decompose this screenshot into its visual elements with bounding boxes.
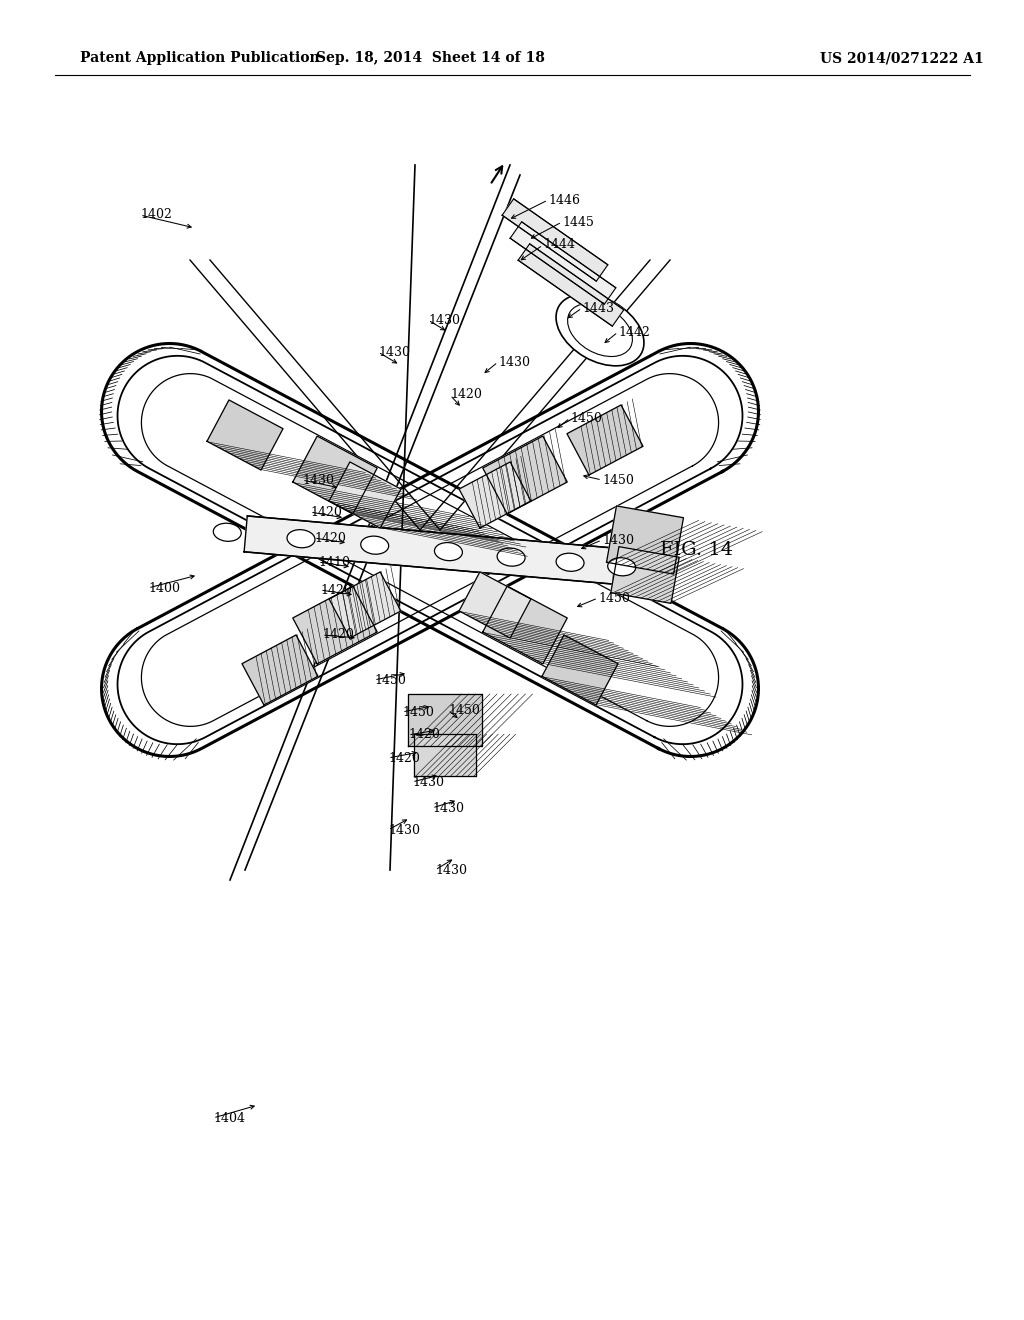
Text: FIG. 14: FIG. 14 [660, 541, 733, 558]
Text: 1430: 1430 [498, 355, 530, 368]
Text: 1420: 1420 [319, 583, 352, 597]
Text: 1430: 1430 [432, 801, 464, 814]
Polygon shape [567, 405, 643, 475]
Text: 1446: 1446 [548, 194, 580, 206]
Text: 1430: 1430 [602, 533, 634, 546]
Text: 1450: 1450 [570, 412, 602, 425]
Text: 1430: 1430 [428, 314, 460, 326]
Text: 1442: 1442 [618, 326, 650, 338]
Text: 1450: 1450 [598, 591, 630, 605]
Ellipse shape [567, 304, 633, 356]
Polygon shape [244, 516, 615, 583]
Text: 1420: 1420 [322, 628, 354, 642]
Text: US 2014/0271222 A1: US 2014/0271222 A1 [820, 51, 984, 65]
Text: 1445: 1445 [562, 215, 594, 228]
Ellipse shape [360, 536, 389, 554]
Polygon shape [482, 436, 567, 513]
Text: 1430: 1430 [412, 776, 444, 788]
Ellipse shape [556, 294, 644, 366]
Ellipse shape [287, 529, 315, 548]
Ellipse shape [556, 553, 584, 572]
Polygon shape [293, 586, 377, 664]
Text: 1420: 1420 [314, 532, 346, 544]
Polygon shape [610, 546, 679, 603]
Polygon shape [101, 343, 759, 756]
Text: 1420: 1420 [310, 506, 342, 519]
Text: 1443: 1443 [582, 301, 614, 314]
Text: 1410: 1410 [318, 556, 350, 569]
Text: 1420: 1420 [408, 729, 440, 742]
Text: 1450: 1450 [449, 704, 480, 717]
Text: 1444: 1444 [543, 239, 575, 252]
Polygon shape [510, 222, 615, 304]
Ellipse shape [607, 558, 636, 576]
Polygon shape [502, 199, 608, 281]
Polygon shape [482, 586, 567, 664]
Polygon shape [101, 343, 759, 756]
Ellipse shape [497, 548, 525, 566]
Text: 1430: 1430 [388, 824, 420, 837]
Polygon shape [329, 572, 400, 638]
Text: 1450: 1450 [402, 705, 434, 718]
Text: 1450: 1450 [602, 474, 634, 487]
Polygon shape [518, 244, 624, 326]
Polygon shape [542, 635, 618, 705]
Polygon shape [415, 734, 475, 776]
Polygon shape [242, 635, 318, 705]
Text: 1450: 1450 [374, 673, 406, 686]
Polygon shape [459, 572, 530, 638]
Text: Sep. 18, 2014  Sheet 14 of 18: Sep. 18, 2014 Sheet 14 of 18 [315, 51, 545, 65]
Polygon shape [606, 506, 683, 574]
Text: 1404: 1404 [213, 1111, 245, 1125]
Polygon shape [459, 462, 530, 528]
Text: 1400: 1400 [148, 582, 180, 594]
Ellipse shape [213, 523, 242, 541]
Polygon shape [408, 694, 482, 746]
Polygon shape [293, 436, 377, 513]
Ellipse shape [434, 543, 463, 561]
Text: 1430: 1430 [378, 346, 410, 359]
Text: 1420: 1420 [450, 388, 482, 401]
Text: Patent Application Publication: Patent Application Publication [80, 51, 319, 65]
Text: 1430: 1430 [302, 474, 334, 487]
Polygon shape [329, 462, 400, 528]
Text: 1420: 1420 [388, 751, 420, 764]
Text: 1430: 1430 [435, 863, 467, 876]
Polygon shape [207, 400, 283, 470]
Text: 1402: 1402 [140, 209, 172, 222]
